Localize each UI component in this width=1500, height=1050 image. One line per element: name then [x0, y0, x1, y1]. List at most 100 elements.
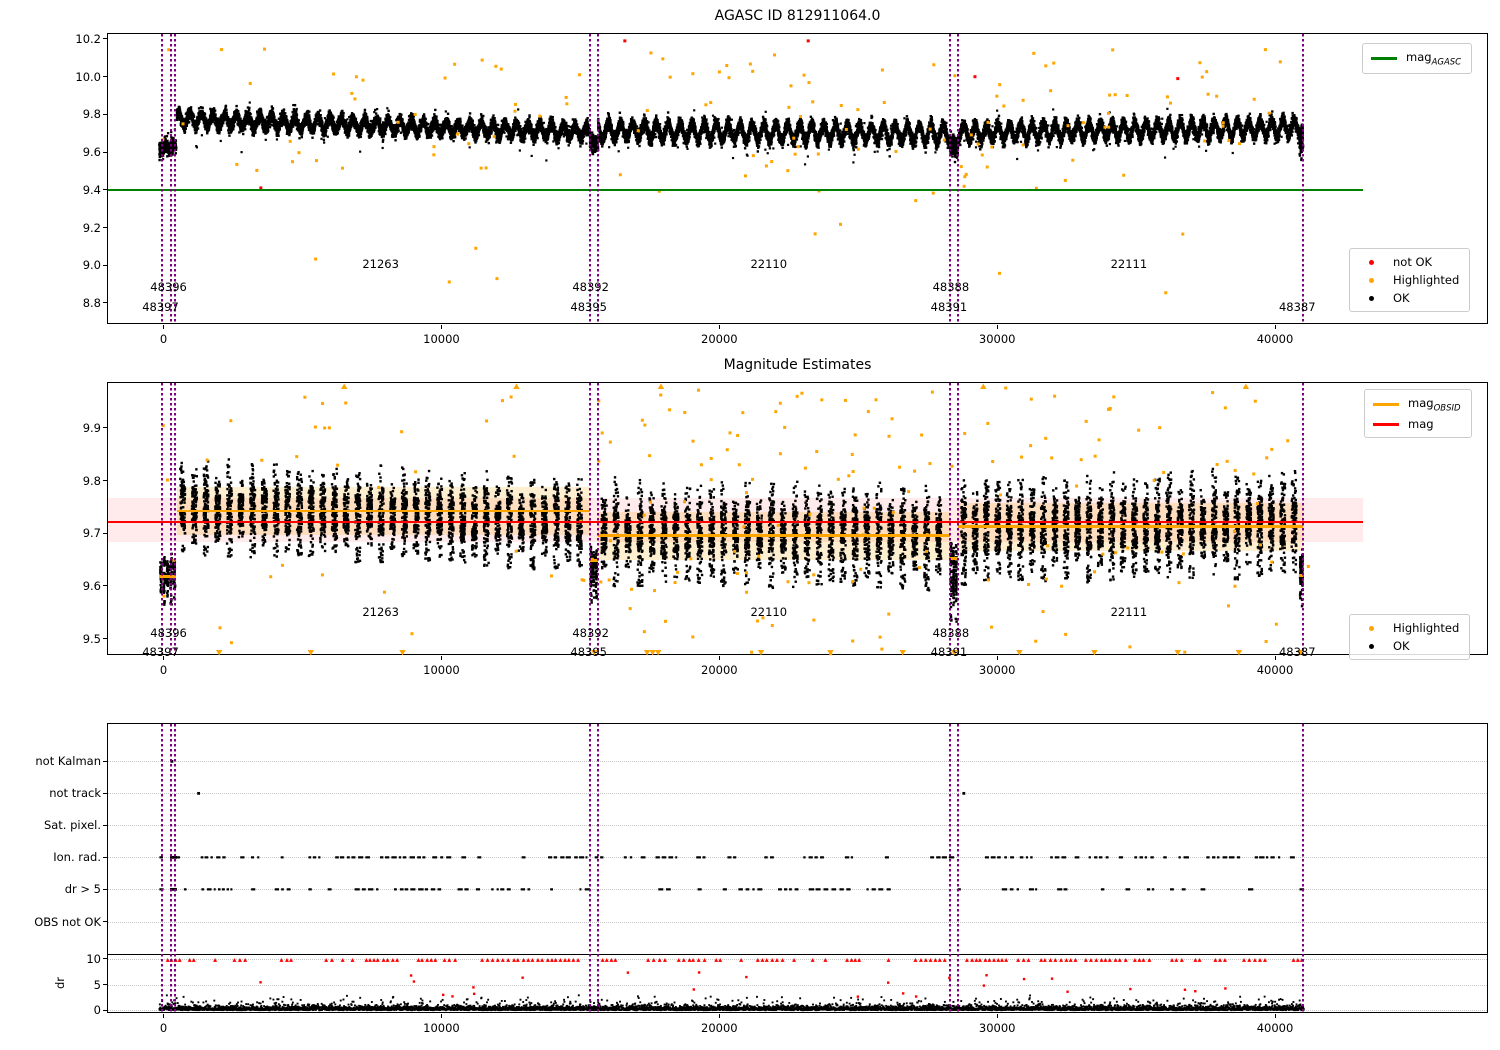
obsid-annotation: 21263: [362, 257, 399, 272]
obsid-annotation: 48388: [932, 280, 970, 295]
scatter-canvas-mag-agasc: [108, 34, 1489, 325]
scatter-canvas-magnitude-estimates: [108, 383, 1489, 656]
legend-dot: [1368, 625, 1374, 631]
legend-item-highlighted: Highlighted: [1358, 621, 1459, 635]
x-tick-mark: [718, 1014, 720, 1018]
plot-title-magnitude-estimates: Magnitude Estimates: [723, 357, 872, 373]
x-tick-mark: [163, 656, 165, 660]
legend-item-label: magOBSID: [1408, 396, 1461, 414]
x-tick-label: 10000: [423, 332, 460, 346]
legend-line-swatch: [1373, 423, 1399, 426]
y-tick-mark: [103, 888, 107, 890]
mag-obsid-line: [159, 575, 177, 578]
legend-box: not OK Highlighted OK: [1349, 248, 1471, 312]
legend-item-mag: magAGASC: [1371, 50, 1461, 67]
flag-row-label: OBS not OK: [34, 914, 101, 929]
x-tick-label: 30000: [978, 1021, 1016, 1035]
legend-item-label: OK: [1393, 639, 1410, 653]
obsid-annotation: 21263: [362, 604, 399, 619]
obsid-annotation: 48397: [142, 300, 179, 315]
legend-line-swatch: [1371, 57, 1397, 60]
y-tick-mark: [103, 792, 107, 794]
y-tick-mark: [103, 76, 107, 78]
x-tick-mark: [996, 1014, 998, 1018]
obsid-boundary-vline: [170, 724, 173, 1012]
y-tick-mark: [103, 1009, 107, 1011]
obsid-boundary-vline: [589, 34, 592, 323]
y-tick-mark: [103, 585, 107, 587]
legend-item-label: Highlighted: [1393, 273, 1460, 287]
y-tick-label: 8.8: [82, 295, 101, 310]
dr-tick-label: 5: [93, 977, 101, 992]
x-tick-label: 20000: [701, 332, 738, 346]
x-tick-mark: [1274, 325, 1276, 329]
legend-line-swatch: [1373, 403, 1399, 406]
mag-obsid-line: [176, 509, 591, 513]
y-tick-label: 9.8: [82, 473, 101, 488]
y-tick-mark: [103, 113, 107, 115]
dr-tick-label: 10: [86, 951, 101, 966]
obsid-boundary-vline: [1301, 383, 1304, 654]
x-tick-label: 30000: [978, 663, 1016, 677]
obsid-boundary-vline: [161, 383, 164, 654]
obsid-boundary-vline: [173, 383, 176, 654]
x-tick-label: 0: [159, 332, 168, 346]
plot-magnitude-estimates: 0 10000 20000 30000 40000 9.5 9.6 9.7 9.8 9.9 2126…: [83, 382, 1489, 677]
y-tick-mark: [103, 958, 107, 960]
obsid-annotation: 48395: [570, 300, 607, 315]
y-tick-mark: [103, 856, 107, 858]
obsid-annotation: 48391: [930, 645, 968, 660]
mag-obsid-line: [949, 557, 958, 560]
y-tick-label: 9.9: [82, 420, 101, 435]
obsid-annotation: 22110: [750, 257, 788, 272]
x-tick-mark: [996, 656, 998, 660]
legend-dot-swatch: [1358, 643, 1384, 649]
dr-axis-label: dr: [53, 976, 67, 990]
y-tick-label: 9.4: [82, 182, 101, 197]
legend-item-mag: mag: [1373, 417, 1461, 431]
legend-item-ok: OK: [1358, 291, 1459, 305]
mag-obsid-line: [1299, 573, 1304, 577]
obsid-annotation: 48388: [932, 626, 970, 641]
scatter-canvas-flags-dr: [108, 724, 1489, 1014]
obsid-annotation: 22111: [1110, 604, 1148, 619]
legend-item-ok: OK: [1358, 639, 1459, 653]
obsid-annotation: 48387: [1278, 300, 1316, 315]
y-tick-label: 9.8: [82, 107, 101, 122]
dr-tick-label: 0: [93, 1003, 101, 1018]
x-tick-mark: [1274, 1014, 1276, 1018]
legend-box: magOBSID mag: [1364, 389, 1472, 439]
y-tick-label: 9.7: [82, 526, 101, 541]
legend-item-highlighted: Highlighted: [1358, 273, 1459, 287]
y-tick-mark: [103, 480, 107, 481]
y-tick-mark: [103, 264, 107, 266]
x-tick-label: 20000: [701, 1021, 738, 1035]
obsid-boundary-vline: [956, 724, 959, 1012]
x-tick-mark: [1274, 656, 1276, 660]
x-tick-label: 40000: [1256, 663, 1294, 677]
x-tick-mark: [718, 656, 720, 660]
obsid-boundary-vline: [948, 34, 951, 323]
y-tick-mark: [103, 638, 107, 640]
mag-agasc-line: [108, 188, 1363, 191]
flag-row-label: Sat. pixel.: [43, 818, 101, 833]
obsid-annotation: 48391: [930, 300, 968, 315]
obsid-boundary-vline: [1301, 724, 1304, 1012]
legend-dot: [1368, 643, 1374, 649]
legend-item-label: OK: [1393, 291, 1410, 305]
mag-obsid-line: [957, 525, 1303, 529]
x-tick-label: 40000: [1256, 332, 1294, 346]
y-tick-mark: [103, 921, 107, 923]
x-tick-label: 30000: [978, 332, 1016, 346]
obsid-annotation: 48392: [572, 280, 609, 295]
y-tick-label: 10.0: [75, 69, 101, 84]
y-tick-mark: [103, 427, 107, 429]
obsid-boundary-vline: [948, 383, 951, 654]
x-tick-label: 0: [159, 663, 168, 677]
legend-dot: [1368, 277, 1374, 283]
obsid-annotation: 48387: [1278, 645, 1316, 660]
obsid-annotation: 48392: [572, 626, 609, 641]
y-tick-label: 10.2: [75, 32, 101, 46]
x-tick-label: 0: [159, 1021, 168, 1035]
x-tick-mark: [996, 325, 998, 329]
